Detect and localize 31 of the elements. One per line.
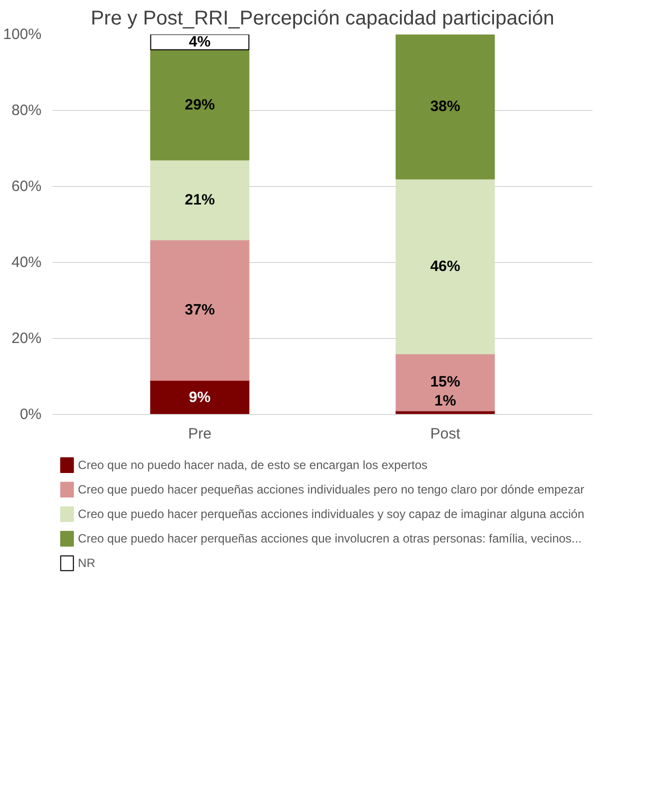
bar [150, 34, 250, 50]
data-label: 38% [430, 98, 460, 116]
x-tick-label: Post [430, 426, 462, 442]
bar [396, 353, 495, 412]
data-label: 37% [184, 302, 215, 318]
data-label: 4% [188, 34, 211, 51]
legend-label: Creo que puedo hacer perqueñas acciones individuales y soy capaz de imaginar alguna acción [78, 507, 584, 522]
bar [150, 159, 250, 240]
y-tick-label: 60% [11, 178, 42, 195]
bar [150, 49, 250, 160]
legend-label: Creo que no puedo hacer nada, de esto se encargan los expertos [78, 458, 428, 472]
y-tick-label: 20% [11, 330, 42, 347]
data-label: 29% [184, 96, 215, 114]
data-label: 46% [430, 258, 460, 275]
y-tick-label: 0% [20, 406, 42, 423]
data-label: 15% [430, 374, 460, 391]
data-label: 1% [434, 392, 456, 410]
legend-label: Creo que puedo hacer pequeñas acciones individuales pero no tengo claro por dónde empezar [78, 482, 584, 497]
data-label: 21% [184, 191, 215, 208]
y-tick-label: 40% [11, 254, 42, 271]
legend-label: Creo que puedo hacer perqueñas acciones que involucren a otras personas: família, vecinos... [78, 532, 582, 546]
data-label: 9% [188, 388, 211, 406]
bar [150, 380, 250, 414]
y-tick-label: 100% [3, 26, 42, 43]
y-tick-label: 80% [11, 102, 42, 119]
bar [150, 239, 250, 381]
bar [396, 178, 495, 354]
chart-title: Pre y Post_RRI_Percepción capacidad participación [90, 8, 554, 30]
bar [396, 34, 495, 180]
legend-label: NR [78, 556, 96, 570]
x-tick-label: Pre [188, 426, 212, 442]
